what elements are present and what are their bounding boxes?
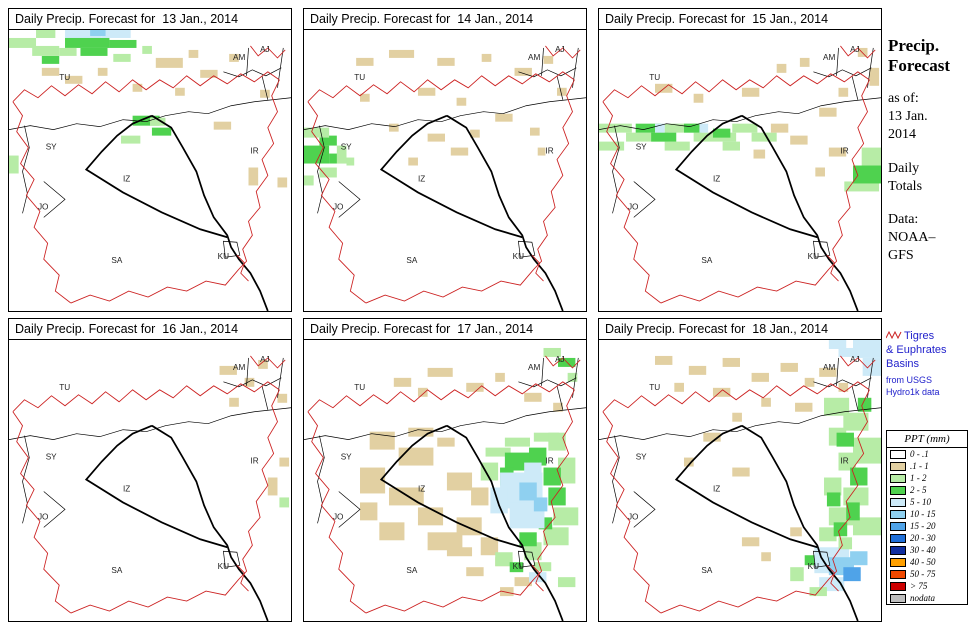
legend-swatch (890, 557, 906, 567)
legend-label: nodata (910, 593, 936, 603)
sidebar-title-line1: Precip. (888, 36, 940, 55)
legend-row: 5 - 10 (887, 496, 967, 508)
asof-date-line2: 2014 (888, 127, 916, 143)
sidebar-title-line2: Forecast (888, 55, 950, 75)
legend-row: 40 - 50 (887, 556, 967, 568)
totals-label: Totals (888, 178, 923, 194)
legend-swatch (890, 533, 906, 543)
legend-label: 10 - 15 (910, 509, 936, 519)
sidebar: Precip. Forecast as of: 13 Jan. 2014 Dai… (888, 36, 968, 266)
basins-line1: Tigres (904, 330, 935, 342)
legend-swatch (890, 485, 906, 495)
asof-date-line1: 13 Jan. (888, 109, 928, 125)
legend-row: 1 - 2 (887, 472, 967, 484)
basins-source-line1: from USGS (886, 375, 933, 386)
legend-label: 15 - 20 (910, 521, 936, 531)
legend-label: 0 - .1 (910, 449, 929, 459)
legend-label: 5 - 10 (910, 497, 931, 507)
map-panel-16jan (8, 340, 292, 622)
basins-line3: Basins (886, 357, 920, 370)
legend-row: 20 - 30 (887, 532, 967, 544)
legend-label: 1 - 2 (910, 473, 927, 483)
legend-swatch (890, 545, 906, 555)
legend-swatch (890, 569, 906, 579)
basin-zigzag-icon (885, 330, 902, 340)
panel-title: Daily Precip. Forecast for 17 Jan., 2014 (303, 318, 587, 340)
legend-label: 40 - 50 (910, 557, 936, 567)
legend-label: 2 - 5 (910, 485, 927, 495)
map-panel-15jan (598, 30, 882, 312)
basins-source-line2: Hydro1k data (886, 387, 940, 398)
legend-row: 0 - .1 (887, 448, 967, 460)
map-panel-13jan (8, 30, 292, 312)
panel-title: Daily Precip. Forecast for 14 Jan., 2014 (303, 8, 587, 30)
asof-label: as of: (888, 91, 919, 107)
legend-label: .1 - 1 (910, 461, 929, 471)
legend-swatch (890, 521, 906, 531)
forecast-panel-18jan: Daily Precip. Forecast for 18 Jan., 2014 (598, 318, 882, 622)
map-panel-18jan (598, 340, 882, 622)
legend-swatch (890, 473, 906, 483)
legend-title: PPT (mm) (887, 431, 967, 448)
legend-row: 30 - 40 (887, 544, 967, 556)
legend-row: .1 - 1 (887, 460, 967, 472)
map-panel-17jan (303, 340, 587, 622)
legend-row: > 75 (887, 580, 967, 592)
legend: PPT (mm) 0 - .1 .1 - 1 1 - 2 2 - 5 5 - 10 10 … (886, 430, 968, 605)
legend-row: 15 - 20 (887, 520, 967, 532)
panel-title: Daily Precip. Forecast for 18 Jan., 2014 (598, 318, 882, 340)
legend-swatch (890, 497, 906, 507)
legend-label: 30 - 40 (910, 545, 936, 555)
legend-row: 50 - 75 (887, 568, 967, 580)
panel-title: Daily Precip. Forecast for 16 Jan., 2014 (8, 318, 292, 340)
legend-swatch (890, 509, 906, 519)
legend-swatch (890, 581, 906, 591)
forecast-panel-14jan: Daily Precip. Forecast for 14 Jan., 2014 (303, 8, 587, 312)
forecast-panel-17jan: Daily Precip. Forecast for 17 Jan., 2014 (303, 318, 587, 622)
legend-label: > 75 (910, 581, 928, 591)
data-source-line1: NOAA– (888, 230, 936, 246)
legend-row: nodata (887, 592, 967, 604)
legend-row: 2 - 5 (887, 484, 967, 496)
data-label: Data: (888, 212, 919, 228)
legend-swatch (890, 461, 906, 471)
basins-line2: & Euphrates (886, 343, 947, 356)
legend-swatch (890, 449, 906, 459)
forecast-panel-16jan: Daily Precip. Forecast for 16 Jan., 2014 (8, 318, 292, 622)
legend-label: 20 - 30 (910, 533, 936, 543)
forecast-panel-13jan: Daily Precip. Forecast for 13 Jan., 2014 (8, 8, 292, 312)
panel-title: Daily Precip. Forecast for 13 Jan., 2014 (8, 8, 292, 30)
legend-label: 50 - 75 (910, 569, 936, 579)
forecast-panel-15jan: Daily Precip. Forecast for 15 Jan., 2014 (598, 8, 882, 312)
panel-title: Daily Precip. Forecast for 15 Jan., 2014 (598, 8, 882, 30)
daily-label: Daily (888, 160, 920, 176)
legend-row: 10 - 15 (887, 508, 967, 520)
data-source-line2: GFS (888, 248, 914, 264)
map-panel-14jan (303, 30, 587, 312)
basins-note: Tigres & Euphrates Basins from USGS Hydr… (885, 330, 968, 399)
legend-swatch (890, 593, 906, 603)
legend-entries: 0 - .1 .1 - 1 1 - 2 2 - 5 5 - 10 10 - 15 15 - … (887, 448, 967, 604)
